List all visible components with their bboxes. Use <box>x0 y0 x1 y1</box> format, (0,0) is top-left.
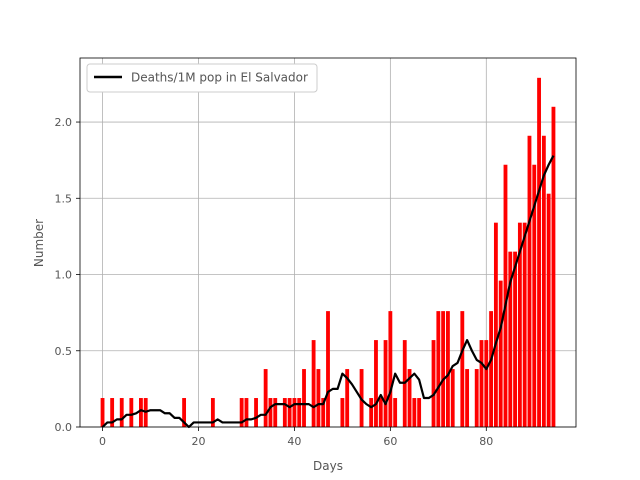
bar <box>100 398 105 427</box>
y-tick-label: 1.5 <box>55 192 73 205</box>
bar <box>268 398 273 427</box>
x-axis-ticks: 0 20 40 60 80 <box>99 427 493 448</box>
bar <box>450 369 455 427</box>
x-axis-title: Days <box>313 459 343 473</box>
y-axis-ticks: 0.0 0.5 1.0 1.5 2.0 <box>55 116 80 434</box>
line-series <box>101 155 555 429</box>
bar <box>139 398 143 427</box>
bar <box>110 398 115 427</box>
bar <box>508 251 513 427</box>
bar <box>489 311 494 427</box>
x-tick-label: 0 <box>99 435 106 448</box>
moving-average-line <box>101 155 555 429</box>
bar <box>484 340 489 427</box>
bar <box>263 369 268 427</box>
bar <box>302 369 306 427</box>
bar <box>292 398 297 427</box>
bar <box>369 398 374 427</box>
bar <box>493 222 498 427</box>
bar <box>273 398 278 427</box>
bar <box>374 340 378 427</box>
x-tick-label: 40 <box>287 435 301 448</box>
bar <box>378 398 383 427</box>
bar <box>311 340 316 427</box>
bar <box>513 251 517 427</box>
plot-frame <box>79 57 577 428</box>
bar <box>345 369 350 427</box>
bar <box>522 222 527 427</box>
bar <box>129 398 134 427</box>
bar <box>551 106 556 427</box>
bar <box>537 77 541 427</box>
bar <box>321 398 326 427</box>
bar <box>340 398 345 427</box>
bar <box>119 398 124 427</box>
bar <box>287 398 292 427</box>
bar <box>182 398 187 427</box>
bar <box>244 398 249 427</box>
legend-label: Deaths/1M pop in El Salvador <box>131 71 308 85</box>
bar <box>441 311 446 427</box>
x-tick-label: 80 <box>479 435 493 448</box>
bar <box>498 280 503 427</box>
bar <box>479 340 484 427</box>
bar <box>316 369 321 427</box>
y-tick-label: 1.0 <box>55 269 73 282</box>
y-tick-label: 0.0 <box>55 421 73 434</box>
bar <box>412 398 417 427</box>
bar <box>326 311 330 427</box>
bar <box>282 398 287 427</box>
bar <box>254 398 258 427</box>
bar <box>517 222 522 427</box>
bar <box>474 369 479 427</box>
bar-series <box>100 77 556 427</box>
y-axis-title: Number <box>32 219 46 267</box>
bar <box>407 369 412 427</box>
bar <box>446 311 450 427</box>
bar <box>393 398 398 427</box>
bar <box>460 311 465 427</box>
bar <box>383 340 388 427</box>
bar <box>541 135 546 427</box>
bar <box>297 398 302 427</box>
legend-box <box>86 63 318 93</box>
bar <box>546 193 551 427</box>
bar <box>239 398 244 427</box>
bar <box>527 135 532 427</box>
bar <box>532 164 537 427</box>
y-tick-label: 0.5 <box>55 345 73 358</box>
bar <box>210 398 215 427</box>
legend: Deaths/1M pop in El Salvador <box>86 63 318 93</box>
bar <box>417 398 422 427</box>
bar <box>431 340 436 427</box>
bar <box>503 164 508 427</box>
x-tick-label: 60 <box>383 435 397 448</box>
bar <box>436 311 441 427</box>
bar <box>388 311 393 427</box>
y-tick-label: 2.0 <box>55 116 73 129</box>
x-tick-label: 20 <box>191 435 205 448</box>
bar <box>465 369 470 427</box>
